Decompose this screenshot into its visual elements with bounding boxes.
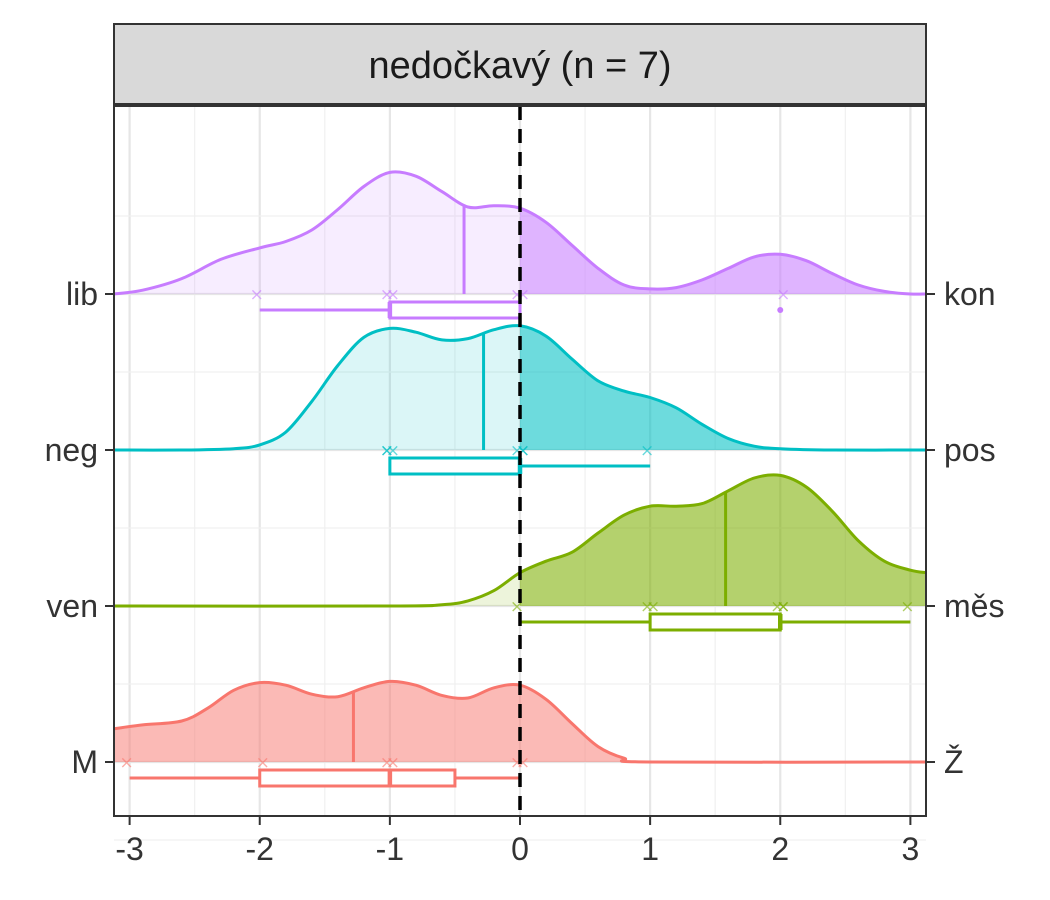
x-tick-label: 3 (901, 831, 919, 867)
jitter-point: × (900, 597, 914, 617)
x-tick-label: -1 (376, 831, 404, 867)
jitter-point: × (776, 597, 790, 617)
x-tick-label: -3 (115, 831, 143, 867)
x-tick-label: -2 (246, 831, 274, 867)
jitter-point: × (516, 753, 530, 773)
jitter-point: × (770, 597, 784, 617)
y-tick-label-left: ven (46, 588, 98, 624)
jitter-point: × (386, 441, 400, 461)
jitter-point: × (510, 597, 524, 617)
box-body (258, 768, 457, 788)
ridge-line (113, 473, 927, 608)
axes: -3 -2 -1 0 1 2 3 lib kon neg pos ven měs M Ž (45, 276, 1005, 867)
y-tick-label-left: lib (66, 276, 98, 312)
ridge-fill (520, 474, 926, 606)
ridge-fill (520, 208, 926, 295)
ridge-line (113, 324, 927, 452)
facet-title: nedočkavý (n = 7) (368, 45, 671, 87)
x-tick-label: 1 (641, 831, 659, 867)
ridge-line (113, 170, 927, 296)
jitter-point: × (380, 753, 394, 773)
y-tick-label-left: neg (45, 432, 98, 468)
jitter-point: × (640, 441, 654, 461)
jitter-point: × (380, 285, 394, 305)
jitter-point: × (256, 753, 270, 773)
jitter-point: × (386, 753, 400, 773)
box-body (648, 612, 782, 632)
jitter-point: × (119, 753, 133, 773)
jitter-point: × (380, 441, 394, 461)
x-tick-label: 0 (511, 831, 529, 867)
box-body (388, 456, 522, 476)
y-tick-label-right: pos (944, 432, 996, 468)
x-tick-label: 2 (771, 831, 789, 867)
box-outlier (777, 307, 784, 313)
boxplots (129, 300, 911, 788)
y-tick-label-right: Ž (944, 744, 964, 780)
ridge-fill (114, 681, 926, 763)
jitter-point: × (250, 285, 264, 305)
jitter-point: × (776, 285, 790, 305)
jitter-point: × (776, 597, 790, 617)
y-tick-label-left: M (71, 744, 98, 780)
jitter-point: × (640, 597, 654, 617)
ridge-fill (520, 325, 926, 451)
strip-background (113, 23, 927, 105)
jitter-point: × (380, 441, 394, 461)
box-body (388, 300, 522, 320)
jitter-point: × (646, 597, 660, 617)
jitter-point: × (386, 285, 400, 305)
ridge-line (113, 679, 927, 764)
y-tick-label-right: kon (944, 276, 996, 312)
y-tick-label-right: měs (944, 588, 1004, 624)
